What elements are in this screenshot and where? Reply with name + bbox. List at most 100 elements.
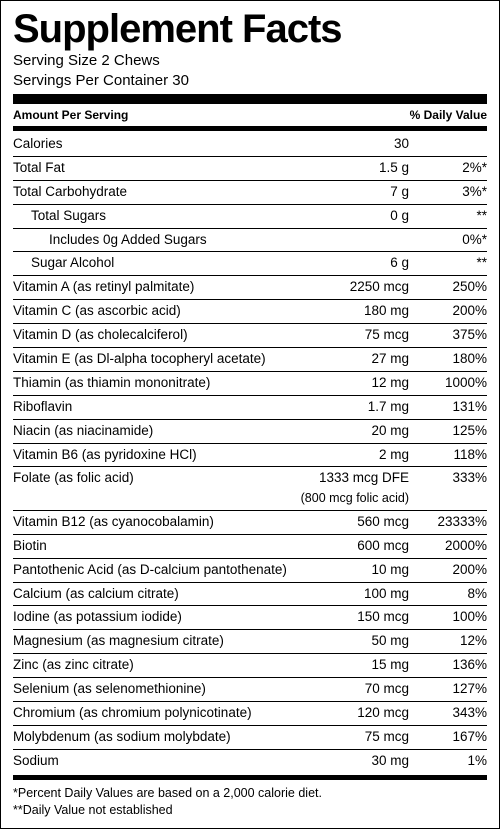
nutrient-daily-value: 375% — [417, 326, 487, 345]
nutrient-row: Vitamin A (as retinyl palmitate)2250 mcg… — [13, 275, 487, 299]
nutrient-daily-value: 23333% — [417, 513, 487, 532]
nutrient-daily-value: ** — [417, 207, 487, 226]
nutrient-daily-value: 12% — [417, 632, 487, 651]
nutrient-amount: 1.5 g — [287, 159, 417, 178]
supplement-facts-panel: Supplement Facts Serving Size 2 Chews Se… — [0, 0, 500, 829]
rule-med-under-header — [13, 126, 487, 131]
nutrient-name: Vitamin B6 (as pyridoxine HCl) — [13, 446, 287, 465]
nutrient-amount — [287, 231, 417, 250]
nutrient-daily-value: 136% — [417, 656, 487, 675]
nutrient-name: Riboflavin — [13, 398, 287, 417]
nutrient-amount: 50 mg — [287, 632, 417, 651]
nutrient-daily-value: 1% — [417, 752, 487, 771]
nutrient-daily-value: 118% — [417, 446, 487, 465]
nutrient-name: Sugar Alcohol — [13, 254, 287, 273]
nutrient-row: Iodine (as potassium iodide)150 mcg100% — [13, 605, 487, 629]
nutrient-amount: 75 mcg — [287, 326, 417, 345]
nutrient-row: Vitamin E (as Dl-alpha tocopheryl acetat… — [13, 347, 487, 371]
nutrient-name: Molybdenum (as sodium molybdate) — [13, 728, 287, 747]
servings-per-container-value: 30 — [172, 72, 189, 89]
nutrient-row: Folate (as folic acid)1333 mcg DFE333% — [13, 466, 487, 490]
nutrient-daily-value: 0%* — [417, 231, 487, 250]
nutrient-amount: 30 mg — [287, 752, 417, 771]
nutrient-row: Selenium (as selenomethionine)70 mcg127% — [13, 677, 487, 701]
nutrient-name: Biotin — [13, 537, 287, 556]
nutrient-row: Total Fat1.5 g2%* — [13, 156, 487, 180]
nutrient-row: Niacin (as niacinamide)20 mg125% — [13, 419, 487, 443]
nutrient-row: Vitamin C (as ascorbic acid)180 mg200% — [13, 299, 487, 323]
nutrient-name: Calories — [13, 135, 287, 154]
nutrient-row: Includes 0g Added Sugars 0%* — [13, 228, 487, 252]
nutrient-amount: 1.7 mg — [287, 398, 417, 417]
rule-med-bottom — [13, 775, 487, 780]
nutrient-name: Magnesium (as magnesium citrate) — [13, 632, 287, 651]
nutrient-name: Chromium (as chromium polynicotinate) — [13, 704, 287, 723]
nutrient-subamount: (800 mcg folic acid) — [217, 490, 417, 508]
serving-size-label: Serving Size — [13, 52, 97, 69]
nutrient-daily-value: 8% — [417, 585, 487, 604]
nutrient-name: Selenium (as selenomethionine) — [13, 680, 287, 699]
nutrient-row: Molybdenum (as sodium molybdate)75 mcg16… — [13, 725, 487, 749]
nutrient-amount: 27 mg — [287, 350, 417, 369]
nutrient-name: Zinc (as zinc citrate) — [13, 656, 287, 675]
nutrient-amount: 1333 mcg DFE — [287, 469, 417, 488]
nutrient-daily-value: 2000% — [417, 537, 487, 556]
nutrient-amount: 10 mg — [287, 561, 417, 580]
nutrient-amount: 2250 mcg — [287, 278, 417, 297]
nutrient-row: Riboflavin1.7 mg131% — [13, 395, 487, 419]
footnote-1: *Percent Daily Values are based on a 2,0… — [13, 785, 487, 802]
nutrient-name: Vitamin C (as ascorbic acid) — [13, 302, 287, 321]
panel-title: Supplement Facts — [13, 9, 487, 49]
footnotes: *Percent Daily Values are based on a 2,0… — [13, 782, 487, 819]
nutrient-daily-value: 1000% — [417, 374, 487, 393]
nutrient-row: Total Carbohydrate7 g3%* — [13, 180, 487, 204]
rule-thick-top — [13, 94, 487, 104]
nutrient-amount: 2 mg — [287, 446, 417, 465]
nutrient-name: Calcium (as calcium citrate) — [13, 585, 287, 604]
nutrient-name: Vitamin B12 (as cyanocobalamin) — [13, 513, 287, 532]
nutrient-daily-value: 250% — [417, 278, 487, 297]
nutrient-name: Iodine (as potassium iodide) — [13, 608, 287, 627]
nutrient-row: Magnesium (as magnesium citrate)50 mg12% — [13, 629, 487, 653]
nutrient-daily-value: 127% — [417, 680, 487, 699]
nutrient-amount: 70 mcg — [287, 680, 417, 699]
nutrient-amount: 12 mg — [287, 374, 417, 393]
nutrient-name: Thiamin (as thiamin mononitrate) — [13, 374, 287, 393]
nutrient-daily-value: ** — [417, 254, 487, 273]
nutrient-row: Vitamin B12 (as cyanocobalamin)560 mcg23… — [13, 510, 487, 534]
nutrient-amount: 0 g — [287, 207, 417, 226]
nutrient-name: Vitamin E (as Dl-alpha tocopheryl acetat… — [13, 350, 287, 369]
nutrient-name: Vitamin A (as retinyl palmitate) — [13, 278, 287, 297]
nutrient-row: Vitamin D (as cholecalciferol)75 mcg375% — [13, 323, 487, 347]
nutrient-row: Biotin600 mcg2000% — [13, 534, 487, 558]
nutrient-amount: 7 g — [287, 183, 417, 202]
nutrient-daily-value: 333% — [417, 469, 487, 488]
nutrient-name: Sodium — [13, 752, 287, 771]
nutrient-row: Sodium30 mg1% — [13, 749, 487, 773]
nutrient-daily-value: 167% — [417, 728, 487, 747]
nutrient-row: Sugar Alcohol6 g** — [13, 251, 487, 275]
nutrient-daily-value: 100% — [417, 608, 487, 627]
serving-size-value: 2 Chews — [101, 52, 159, 69]
nutrient-daily-value: 2%* — [417, 159, 487, 178]
nutrient-rows: Calories30Total Fat1.5 g2%*Total Carbohy… — [13, 133, 487, 773]
nutrient-name: Includes 0g Added Sugars — [13, 231, 287, 250]
nutrient-daily-value: 200% — [417, 561, 487, 580]
nutrient-row: Thiamin (as thiamin mononitrate)12 mg100… — [13, 371, 487, 395]
nutrient-row: Zinc (as zinc citrate)15 mg136% — [13, 653, 487, 677]
nutrient-amount: 120 mcg — [287, 704, 417, 723]
nutrient-amount: 100 mg — [287, 585, 417, 604]
nutrient-row: Total Sugars0 g** — [13, 204, 487, 228]
nutrient-name: Vitamin D (as cholecalciferol) — [13, 326, 287, 345]
nutrient-amount: 560 mcg — [287, 513, 417, 532]
servings-per-container-label: Servings Per Container — [13, 72, 168, 89]
nutrient-amount: 180 mg — [287, 302, 417, 321]
serving-info: Serving Size 2 Chews Servings Per Contai… — [13, 51, 487, 90]
nutrient-name: Total Carbohydrate — [13, 183, 287, 202]
header-daily-value: % Daily Value — [410, 108, 487, 122]
nutrient-daily-value: 131% — [417, 398, 487, 417]
nutrient-amount: 6 g — [287, 254, 417, 273]
nutrient-daily-value: 125% — [417, 422, 487, 441]
nutrient-row: Vitamin B6 (as pyridoxine HCl)2 mg118% — [13, 443, 487, 467]
nutrient-row: Chromium (as chromium polynicotinate)120… — [13, 701, 487, 725]
